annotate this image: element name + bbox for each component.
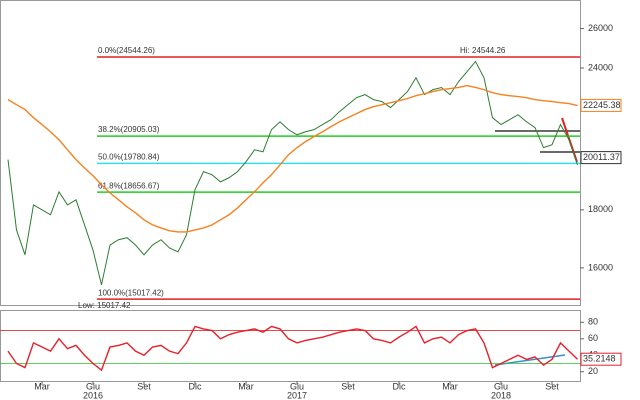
y-tick-label: 26000 bbox=[588, 23, 613, 33]
rsi-panel bbox=[0, 310, 581, 382]
y-tick-label: 60 bbox=[588, 333, 598, 343]
x-tick-label: Dic bbox=[393, 381, 406, 391]
y-tick-label: 80 bbox=[588, 317, 598, 327]
fib-label: 100.0%(15017.42) bbox=[98, 288, 164, 297]
year-label: 2017 bbox=[287, 390, 307, 400]
price-tag: 35.2148 bbox=[583, 354, 616, 364]
y-tick-label: 24000 bbox=[588, 62, 613, 72]
y-tick-label: 16000 bbox=[588, 262, 613, 272]
fib-label: 38.2%(20905.03) bbox=[98, 125, 160, 134]
low-label: Low: 15017.42 bbox=[78, 301, 131, 310]
x-tick-label: Set bbox=[137, 381, 151, 391]
price-tag-box bbox=[580, 352, 622, 366]
x-tick-label: Mar bbox=[238, 381, 254, 391]
series-line bbox=[7, 84, 578, 233]
x-tick-label: Set bbox=[341, 381, 355, 391]
series-line bbox=[7, 60, 578, 285]
fib-label: 50.0%(19780.84) bbox=[98, 152, 160, 161]
x-tick-label: Giu bbox=[290, 381, 304, 391]
y-tick-label: 18000 bbox=[588, 204, 613, 214]
x-tick-label: Dic bbox=[189, 381, 202, 391]
price-tag-box bbox=[580, 151, 622, 165]
fib-label: 61.8%(18656.67) bbox=[98, 181, 160, 190]
fib-label: 0.0%(24544.26) bbox=[98, 46, 155, 55]
high-label: Hi: 24544.26 bbox=[460, 46, 506, 55]
x-tick-label: Giu bbox=[494, 381, 508, 391]
price-tag: 20011.37 bbox=[583, 152, 620, 162]
x-tick-label: Set bbox=[545, 381, 559, 391]
price-tag-box bbox=[580, 98, 622, 112]
series-line bbox=[7, 325, 578, 372]
x-tick-label: Mar bbox=[442, 381, 458, 391]
year-label: 2018 bbox=[491, 390, 511, 400]
price-tag: 22245.38 bbox=[583, 100, 621, 110]
x-tick-label: Mar bbox=[34, 381, 50, 391]
x-tick-label: Giu bbox=[86, 381, 100, 391]
year-label: 2016 bbox=[83, 390, 103, 400]
y-tick-label: 20 bbox=[588, 366, 598, 376]
